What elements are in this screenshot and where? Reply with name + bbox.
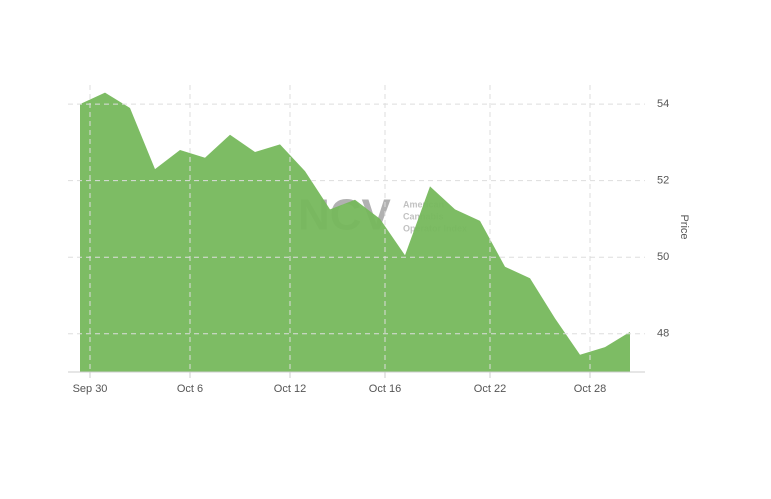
- x-tick-label: Sep 30: [73, 383, 108, 395]
- x-tick-label: Oct 16: [369, 383, 401, 395]
- x-tick-label: Oct 12: [274, 383, 306, 395]
- area: [80, 92, 630, 373]
- x-tick-label: Oct 22: [474, 383, 506, 395]
- y-tick-label: 50: [657, 251, 669, 263]
- y-tick-label: 48: [657, 328, 669, 340]
- y-tick-label: 52: [657, 175, 669, 187]
- y-tick-label: 54: [657, 98, 669, 110]
- x-tick-label: Oct 6: [177, 383, 203, 395]
- x-tick-label: Oct 28: [574, 383, 606, 395]
- y-axis-label: Price: [678, 214, 690, 239]
